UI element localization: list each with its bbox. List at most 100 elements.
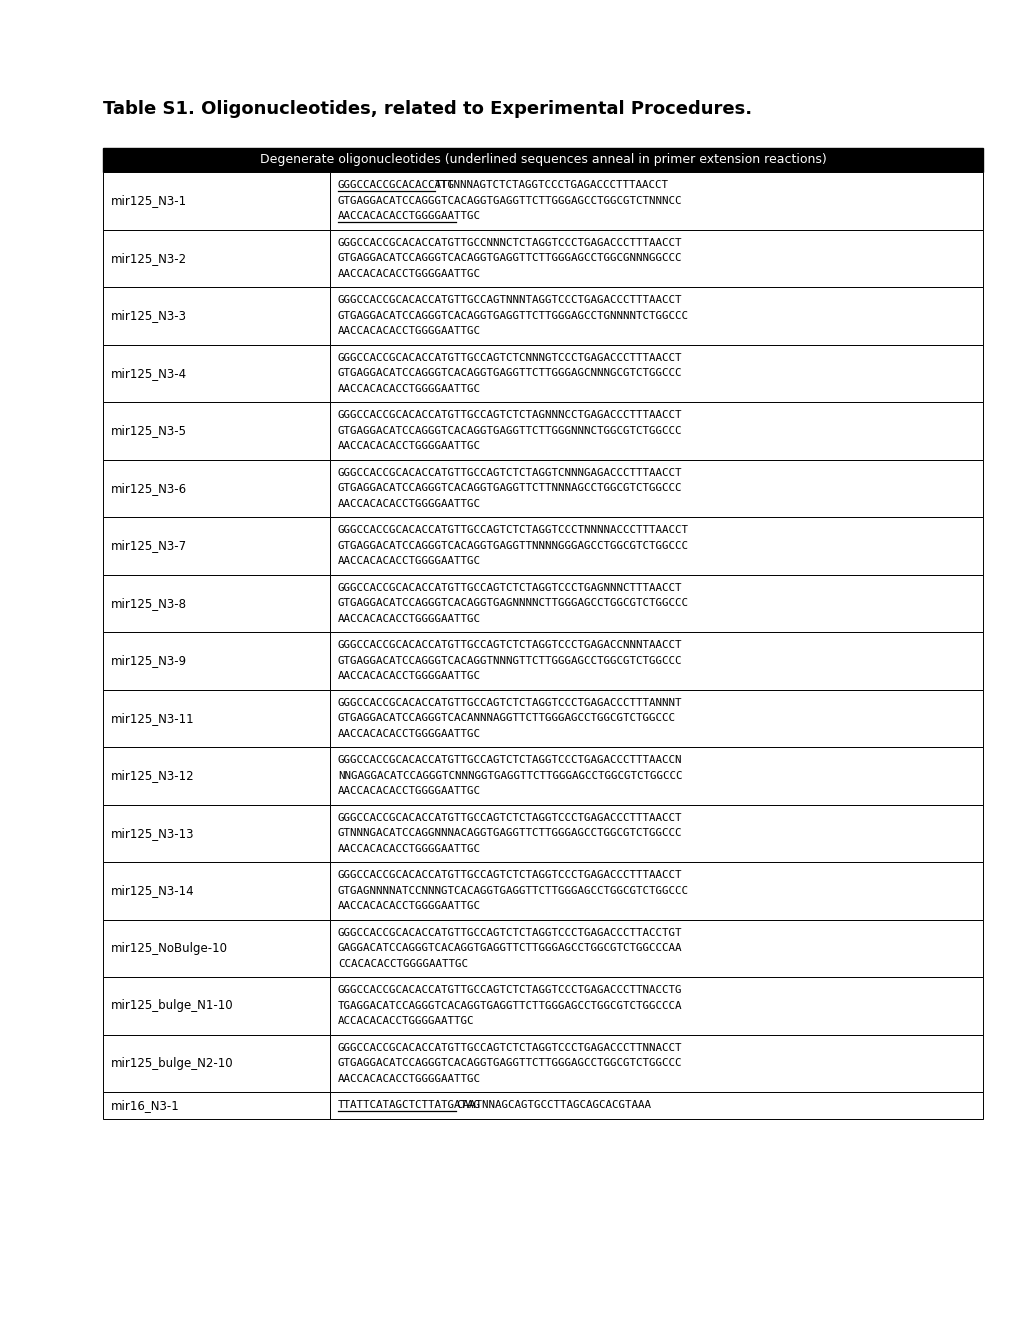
Text: mir125_N3-7: mir125_N3-7 — [111, 540, 186, 552]
Bar — [103, 517, 330, 574]
Text: GGGCCACCGCACACCATGTTGCCAGTCTCTAGGTCCCTGAGACCCTTTAACCN: GGGCCACCGCACACCATGTTGCCAGTCTCTAGGTCCCTGA… — [337, 755, 682, 766]
Bar — [103, 632, 330, 689]
Bar — [103, 172, 330, 230]
Text: GGGCCACCGCACACCATGTTGCCAGTCTCTAGGTCNNNGAGACCCTTTAACCT: GGGCCACCGCACACCATGTTGCCAGTCTCTAGGTCNNNGA… — [337, 467, 682, 478]
Bar — [330, 747, 982, 804]
Text: GGGCCACCGCACACCATGTTGCCAGTCTCTAGGTCCCTGAGACCCTTTAACCT: GGGCCACCGCACACCATGTTGCCAGTCTCTAGGTCCCTGA… — [337, 813, 682, 822]
Text: GTGAGGACATCCAGGGTCACAGGTGAGGTTCTTGGGAGCCTGGCGTCTNNNCC: GTGAGGACATCCAGGGTCACAGGTGAGGTTCTTGGGAGCC… — [337, 195, 682, 206]
Bar — [330, 977, 982, 1035]
Text: GGGCCACCGCACACCATGTTGCCAGTCTCTAGGTCCCTGAGACCCTTACCTGT: GGGCCACCGCACACCATGTTGCCAGTCTCTAGGTCCCTGA… — [337, 928, 682, 937]
Text: mir125_NoBulge-10: mir125_NoBulge-10 — [111, 941, 228, 954]
Text: GGGCCACCGCACACCATGTTGCCNNNCTCTAGGTCCCTGAGACCCTTTAACCT: GGGCCACCGCACACCATGTTGCCNNNCTCTAGGTCCCTGA… — [337, 238, 682, 248]
Text: mir125_N3-6: mir125_N3-6 — [111, 482, 186, 495]
Bar — [330, 345, 982, 403]
Text: mir125_N3-4: mir125_N3-4 — [111, 367, 186, 380]
Bar — [330, 403, 982, 459]
Bar — [330, 1092, 982, 1118]
Text: AACCACACACCTGGGGAATTGC: AACCACACACCTGGGGAATTGC — [337, 556, 481, 566]
Text: GTGAGGACATCCAGGGTCACAGGTGAGGTTNNNNGGGAGCCTGGCGTCTGGCCC: GTGAGGACATCCAGGGTCACAGGTGAGGTTNNNNGGGAGC… — [337, 541, 688, 550]
Text: GGGCCACCGCACACCATGTTGCCAGTCTCTAGNNNCCTGAGACCCTTTAACCT: GGGCCACCGCACACCATGTTGCCAGTCTCTAGNNNCCTGA… — [337, 411, 682, 420]
Bar — [103, 403, 330, 459]
Bar — [103, 1092, 330, 1118]
Text: AACCACACACCTGGGGAATTGC: AACCACACACCTGGGGAATTGC — [337, 902, 481, 911]
Text: mir125_N3-2: mir125_N3-2 — [111, 252, 186, 265]
Bar — [330, 862, 982, 920]
Text: mir125_N3-1: mir125_N3-1 — [111, 194, 186, 207]
Text: TGAGGACATCCAGGGTCACAGGTGAGGTTCTTGGGAGCCTGGCGTCTGGCCCA: TGAGGACATCCAGGGTCACAGGTGAGGTTCTTGGGAGCCT… — [337, 1001, 682, 1011]
Bar — [103, 689, 330, 747]
Text: AACCACACACCTGGGGAATTGC: AACCACACACCTGGGGAATTGC — [337, 787, 481, 796]
Text: AACCACACACCTGGGGAATTGC: AACCACACACCTGGGGAATTGC — [337, 843, 481, 854]
Bar — [330, 632, 982, 689]
Bar — [103, 977, 330, 1035]
Text: AACCACACACCTGGGGAATTGC: AACCACACACCTGGGGAATTGC — [337, 614, 481, 624]
Text: GGGCCACCGCACACCATGTTGCCAGTCTCTAGGTCCCTGAGACCCTTNACCTG: GGGCCACCGCACACCATGTTGCCAGTCTCTAGGTCCCTGA… — [337, 985, 682, 995]
Text: AACCACACACCTGGGGAATTGC: AACCACACACCTGGGGAATTGC — [337, 269, 481, 279]
Bar — [103, 747, 330, 804]
Bar — [330, 920, 982, 977]
Bar — [330, 172, 982, 230]
Bar — [330, 230, 982, 286]
Text: GGGCCACCGCACACCATG: GGGCCACCGCACACCATG — [337, 181, 454, 190]
Text: mir125_N3-11: mir125_N3-11 — [111, 711, 195, 725]
Text: mir16_N3-1: mir16_N3-1 — [111, 1098, 179, 1111]
Text: TTTNNNAGTCTCTAGGTCCCTGAGACCCTTTAACCT: TTTNNNAGTCTCTAGGTCCCTGAGACCCTTTAACCT — [434, 181, 668, 190]
Text: GTGAGGACATCCAGGGTCACAGGTNNNGTTCTTGGGAGCCTGGCGTCTGGCCC: GTGAGGACATCCAGGGTCACAGGTNNNGTTCTTGGGAGCC… — [337, 656, 682, 665]
Text: ACCACACACCTGGGGAATTGC: ACCACACACCTGGGGAATTGC — [337, 1016, 474, 1026]
Text: AACCACACACCTGGGGAATTGC: AACCACACACCTGGGGAATTGC — [337, 326, 481, 337]
Text: AACCACACACCTGGGGAATTGC: AACCACACACCTGGGGAATTGC — [337, 384, 481, 393]
Text: AACCACACACCTGGGGAATTGC: AACCACACACCTGGGGAATTGC — [337, 729, 481, 739]
Text: GTGAGGACATCCAGGGTCACAGGTGAGNNNNCTTGGGAGCCTGGCGTCTGGCCC: GTGAGGACATCCAGGGTCACAGGTGAGNNNNCTTGGGAGC… — [337, 598, 688, 609]
Text: GGGCCACCGCACACCATGTTGCCAGTCTCTAGGTCCCTNNNNACCCTTTAACCT: GGGCCACCGCACACCATGTTGCCAGTCTCTAGGTCCCTNN… — [337, 525, 688, 535]
Text: NNGAGGACATCCAGGGTCNNNGGTGAGGTTCTTGGGAGCCTGGCGTCTGGCCC: NNGAGGACATCCAGGGTCNNNGGTGAGGTTCTTGGGAGCC… — [337, 771, 682, 780]
Text: mir125_N3-9: mir125_N3-9 — [111, 655, 186, 667]
Text: AACCACACACCTGGGGAATTGC: AACCACACACCTGGGGAATTGC — [337, 499, 481, 508]
Text: mir125_N3-3: mir125_N3-3 — [111, 309, 186, 322]
Text: AACCACACACCTGGGGAATTGC: AACCACACACCTGGGGAATTGC — [337, 672, 481, 681]
Text: mir125_N3-13: mir125_N3-13 — [111, 826, 195, 840]
Text: GTGAGNNNNATCCNNNGTCACAGGTGAGGTTCTTGGGAGCCTGGCGTCTGGCCC: GTGAGNNNNATCCNNNGTCACAGGTGAGGTTCTTGGGAGC… — [337, 886, 688, 896]
Text: GTGAGGACATCCAGGGTCACANNNAGGTTCTTGGGAGCCTGGCGTCTGGCCC: GTGAGGACATCCAGGGTCACANNNAGGTTCTTGGGAGCCT… — [337, 713, 676, 723]
Text: GTGAGGACATCCAGGGTCACAGGTGAGGTTCTTGGGNNNCTGGCGTCTGGCCC: GTGAGGACATCCAGGGTCACAGGTGAGGTTCTTGGGNNNC… — [337, 426, 682, 436]
Bar — [330, 804, 982, 862]
Bar — [103, 920, 330, 977]
Bar — [103, 459, 330, 517]
Text: GGGCCACCGCACACCATGTTGCCAGTCTCTAGGTCCCTGAGACCCTTNNACCT: GGGCCACCGCACACCATGTTGCCAGTCTCTAGGTCCCTGA… — [337, 1043, 682, 1053]
Bar — [103, 345, 330, 403]
Text: AACCACACACCTGGGGAATTGC: AACCACACACCTGGGGAATTGC — [337, 1073, 481, 1084]
Text: CAATNNAGCAGTGCCTTAGCAGCACGTAAA: CAATNNAGCAGTGCCTTAGCAGCACGTAAA — [455, 1101, 651, 1110]
Text: GTGAGGACATCCAGGGTCACAGGTGAGGTTCTTGGGAGCCTGNNNNTCTGGCCC: GTGAGGACATCCAGGGTCACAGGTGAGGTTCTTGGGAGCC… — [337, 310, 688, 321]
Text: mir125_N3-14: mir125_N3-14 — [111, 884, 195, 898]
Bar — [103, 574, 330, 632]
Text: AACCACACACCTGGGGAATTGC: AACCACACACCTGGGGAATTGC — [337, 211, 481, 222]
Text: mir125_bulge_N1-10: mir125_bulge_N1-10 — [111, 999, 233, 1012]
Bar — [103, 148, 982, 172]
Text: mir125_N3-8: mir125_N3-8 — [111, 597, 186, 610]
Text: GTNNNGACATCCAGGNNNACAGGTGAGGTTCTTGGGAGCCTGGCGTCTGGCCC: GTNNNGACATCCAGGNNNACAGGTGAGGTTCTTGGGAGCC… — [337, 828, 682, 838]
Bar — [330, 689, 982, 747]
Text: AACCACACACCTGGGGAATTGC: AACCACACACCTGGGGAATTGC — [337, 441, 481, 451]
Bar — [103, 804, 330, 862]
Text: GTGAGGACATCCAGGGTCACAGGTGAGGTTCTTGGGAGCCTGGCGNNNGGCCC: GTGAGGACATCCAGGGTCACAGGTGAGGTTCTTGGGAGCC… — [337, 253, 682, 263]
Text: GGGCCACCGCACACCATGTTGCCAGTCTCNNNGTCCCTGAGACCCTTTAACCT: GGGCCACCGCACACCATGTTGCCAGTCTCNNNGTCCCTGA… — [337, 352, 682, 363]
Text: GTGAGGACATCCAGGGTCACAGGTGAGGTTCTTGGGAGCNNNGCGTCTGGCCC: GTGAGGACATCCAGGGTCACAGGTGAGGTTCTTGGGAGCN… — [337, 368, 682, 379]
Text: mir125_N3-12: mir125_N3-12 — [111, 770, 195, 783]
Bar — [330, 517, 982, 574]
Text: GTGAGGACATCCAGGGTCACAGGTGAGGTTCTTNNNAGCCTGGCGTCTGGCCC: GTGAGGACATCCAGGGTCACAGGTGAGGTTCTTNNNAGCC… — [337, 483, 682, 494]
Bar — [103, 286, 330, 345]
Text: Table S1. Oligonucleotides, related to Experimental Procedures.: Table S1. Oligonucleotides, related to E… — [103, 100, 751, 117]
Bar — [330, 459, 982, 517]
Bar — [330, 286, 982, 345]
Text: mir125_bulge_N2-10: mir125_bulge_N2-10 — [111, 1057, 233, 1069]
Text: GGGCCACCGCACACCATGTTGCCAGTCTCTAGGTCCCTGAGACCCTTTANNNT: GGGCCACCGCACACCATGTTGCCAGTCTCTAGGTCCCTGA… — [337, 698, 682, 708]
Bar — [103, 862, 330, 920]
Text: CCACACACCTGGGGAATTGC: CCACACACCTGGGGAATTGC — [337, 958, 468, 969]
Text: TTATTCATAGCTCTTATGATAG: TTATTCATAGCTCTTATGATAG — [337, 1101, 481, 1110]
Text: mir125_N3-5: mir125_N3-5 — [111, 424, 186, 437]
Text: GGGCCACCGCACACCATGTTGCCAGTCTCTAGGTCCCTGAGACCNNNTAACCT: GGGCCACCGCACACCATGTTGCCAGTCTCTAGGTCCCTGA… — [337, 640, 682, 651]
Bar — [330, 574, 982, 632]
Bar — [103, 1035, 330, 1092]
Text: GGGCCACCGCACACCATGTTGCCAGTCTCTAGGTCCCTGAGNNNCTTTAACCT: GGGCCACCGCACACCATGTTGCCAGTCTCTAGGTCCCTGA… — [337, 582, 682, 593]
Text: GTGAGGACATCCAGGGTCACAGGTGAGGTTCTTGGGAGCCTGGCGTCTGGCCC: GTGAGGACATCCAGGGTCACAGGTGAGGTTCTTGGGAGCC… — [337, 1059, 682, 1068]
Bar — [103, 230, 330, 286]
